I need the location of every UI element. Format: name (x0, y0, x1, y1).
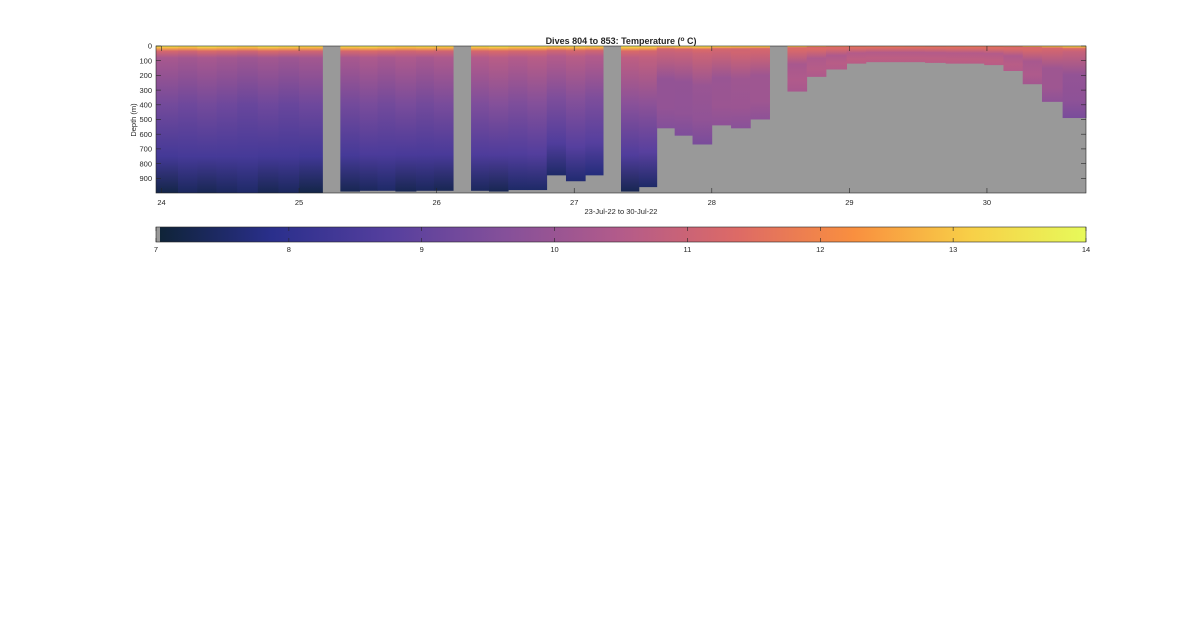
dive-profile-column (585, 46, 604, 176)
dive-profile-column (638, 46, 658, 188)
colorbar-nodata-swatch (156, 227, 160, 242)
dive-profile-column (178, 46, 198, 193)
dive-profile-column (621, 46, 640, 192)
colorbar-gradient (156, 227, 1086, 242)
dive-profile-column (964, 46, 985, 64)
dive-profile-column (508, 46, 528, 191)
x-tick-label: 29 (845, 198, 853, 207)
colorbar-tick-label: 7 (154, 245, 158, 254)
colorbar-tick-label: 9 (420, 245, 424, 254)
dive-profile-column (216, 46, 238, 193)
dive-profile-column (656, 46, 676, 129)
colorbar-tick-label: 11 (684, 245, 692, 254)
dive-profile-column (237, 46, 259, 193)
colorbar: 7 8 9 10 11 12 13 14 (154, 226, 1090, 254)
dive-profile-column (731, 46, 751, 129)
dive-profile-column (546, 46, 567, 176)
dive-profile-column (488, 46, 509, 192)
y-tick-label: 200 (139, 71, 152, 80)
dive-profile-column (825, 46, 848, 70)
x-tick-label: 30 (983, 198, 991, 207)
colorbar-tick-label: 13 (949, 245, 957, 254)
y-tick-label: 400 (139, 101, 152, 110)
y-axis-label: Depth (m) (129, 103, 138, 137)
dive-profile-column (278, 46, 300, 193)
dive-profile-column (1022, 46, 1043, 85)
dive-profile-column (1062, 46, 1087, 119)
y-tick-label: 0 (148, 42, 152, 51)
dive-profile-column (1003, 46, 1024, 71)
dive-profile-column (1041, 46, 1064, 102)
dive-profile-column (787, 46, 808, 92)
dive-profile-column (416, 46, 435, 191)
x-tick-label: 27 (570, 198, 578, 207)
colorbar-tick-label: 14 (1082, 245, 1090, 254)
y-tick-label: 700 (139, 145, 152, 154)
colorbar-tick-label: 12 (816, 245, 824, 254)
x-tick-label: 28 (708, 198, 716, 207)
dive-profile-column (750, 46, 770, 120)
y-tick-label: 300 (139, 86, 152, 95)
y-tick-label: 800 (139, 159, 152, 168)
dive-profile-column (197, 46, 217, 193)
y-tick-label: 500 (139, 115, 152, 124)
x-tick-label: 24 (157, 198, 165, 207)
dive-profile-column (904, 46, 926, 63)
dive-profile-column (471, 46, 490, 191)
dive-profile-column (674, 46, 693, 136)
y-tick-label: 600 (139, 130, 152, 139)
dive-profile-column (527, 46, 548, 191)
dive-profile-column (340, 46, 361, 192)
dive-profile-column (865, 46, 886, 63)
dive-profile-column (925, 46, 947, 63)
dive-profile-column (846, 46, 867, 64)
dive-profile-column (299, 46, 323, 193)
chart-title: Dives 804 to 853: Temperature (o C) (546, 36, 697, 46)
dive-profile-column (565, 46, 586, 182)
dive-profile-column (984, 46, 1004, 66)
colorbar-frame (155, 226, 1087, 243)
x-axis-label: 23-Jul-22 to 30-Jul-22 (585, 207, 658, 216)
dive-profile-column (433, 46, 454, 191)
dive-profile-column (692, 46, 713, 145)
dive-profile-column (257, 46, 279, 193)
title-unit-superscript: o (680, 36, 684, 43)
dive-profile-column (359, 46, 378, 191)
colorbar-tick-label: 8 (287, 245, 291, 254)
dive-profile-column (395, 46, 417, 192)
y-tick-label: 900 (139, 174, 152, 183)
dive-profile-column (711, 46, 732, 126)
dive-profile-column (945, 46, 966, 64)
y-axis: 0 100 200 300 400 500 600 700 800 900 (139, 42, 1086, 183)
dive-profile-column (885, 46, 905, 63)
x-axis: 24 25 26 27 28 29 30 (157, 46, 991, 207)
dive-profile-column (156, 46, 179, 193)
y-tick-label: 100 (139, 56, 152, 65)
dive-profile-column (806, 46, 827, 77)
x-tick-label: 26 (432, 198, 440, 207)
dive-profile-column (377, 46, 396, 191)
colorbar-tick-label: 10 (550, 245, 558, 254)
plot-area (155, 45, 1087, 194)
x-tick-label: 25 (295, 198, 303, 207)
